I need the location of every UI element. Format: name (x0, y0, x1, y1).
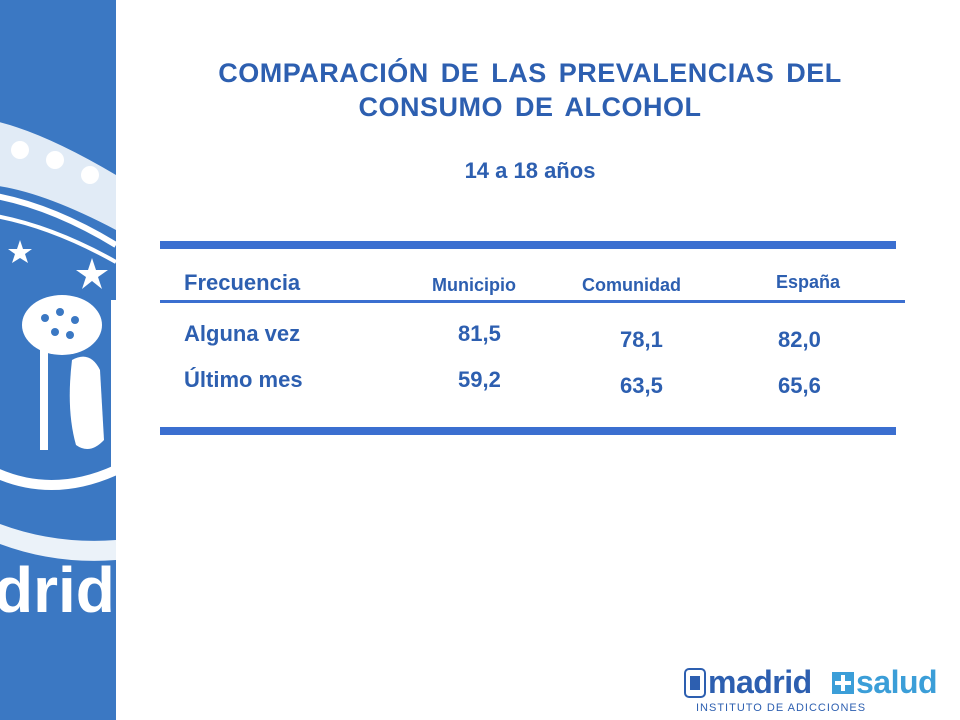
row-label-ultimo-mes: Último mes (184, 367, 303, 392)
table-top-rule (160, 241, 896, 249)
header-espana: España (776, 272, 841, 292)
logo-word-madrid: madrid (708, 664, 812, 700)
value-ultimo-mes-espana: 65,6 (778, 373, 821, 398)
cross-icon (832, 672, 854, 694)
table-bottom-rule (160, 427, 896, 435)
value-ultimo-mes-comunidad: 63,5 (620, 373, 663, 398)
header-frecuencia: Frecuencia (184, 270, 301, 295)
table-header-rule (160, 300, 905, 303)
value-alguna-vez-comunidad: 78,1 (620, 327, 663, 352)
logo-word-salud: salud (856, 664, 938, 700)
madrid-shield-icon (684, 668, 706, 698)
row-label-alguna-vez: Alguna vez (184, 321, 301, 346)
logo-subtitle: INSTITUTO DE ADICCIONES (696, 702, 867, 714)
madrid-coat-of-arms-icon: drid (0, 122, 116, 626)
value-alguna-vez-municipio: 81,5 (458, 321, 501, 346)
madrid-salud-logo: madrid salud INSTITUTO DE ADICCIONES (684, 664, 950, 716)
value-alguna-vez-espana: 82,0 (778, 327, 821, 352)
page-subtitle: 14 a 18 años (464, 158, 596, 183)
side-logo-text: drid (0, 554, 115, 626)
header-comunidad: Comunidad (582, 275, 681, 295)
page-title: COMPARACIÓN DE LAS PREVALENCIAS DEL CONS… (130, 56, 930, 124)
title-line-2: CONSUMO DE ALCOHOL (358, 92, 702, 122)
header-municipio: Municipio (432, 275, 516, 295)
left-brand-band: drid (0, 0, 116, 720)
title-line-1: COMPARACIÓN DE LAS PREVALENCIAS DEL (218, 58, 842, 88)
value-ultimo-mes-municipio: 59,2 (458, 367, 501, 392)
